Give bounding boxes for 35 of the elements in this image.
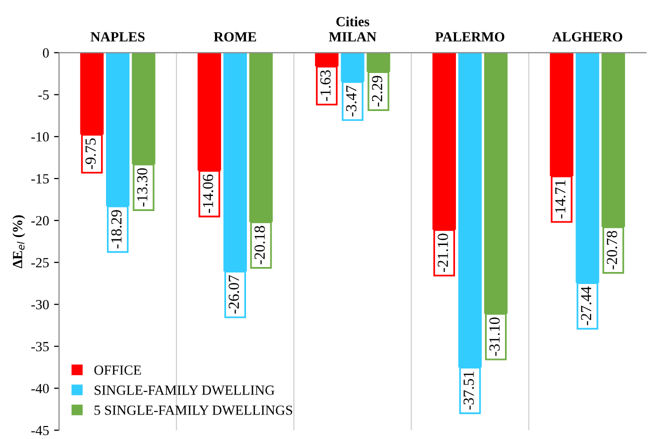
legend-label: 5 SINGLE-FAMILY DWELLINGS bbox=[94, 406, 292, 415]
data-label: -26.07 bbox=[228, 275, 240, 314]
data-label: -20.18 bbox=[254, 226, 265, 264]
data-label: -14.71 bbox=[555, 180, 566, 218]
data-label: -3.47 bbox=[346, 86, 356, 116]
y-axis-title: ΔE$_{el}$ (%) bbox=[12, 215, 26, 268]
y-tick-label: -40 bbox=[31, 384, 49, 394]
data-label: -27.44 bbox=[581, 286, 592, 326]
y-tick-label: -45 bbox=[31, 426, 49, 436]
data-label: -20.78 bbox=[606, 230, 618, 270]
legend-label: SINGLE-FAMILY DWELLING bbox=[94, 386, 274, 395]
x-tick-label: ROME bbox=[214, 32, 256, 42]
x-tick-label: MILAN bbox=[328, 32, 376, 42]
data-label: -1.63 bbox=[320, 70, 331, 101]
legend-label: OFFICE bbox=[94, 365, 141, 375]
y-tick-label: 0 bbox=[42, 48, 49, 58]
y-tick-label: -25 bbox=[31, 258, 49, 268]
y-tick-label: -5 bbox=[38, 90, 49, 100]
y-tick-label: -35 bbox=[31, 342, 49, 352]
y-tick-label: -10 bbox=[31, 132, 49, 142]
data-label: -2.29 bbox=[372, 76, 382, 107]
y-tick-label: -15 bbox=[31, 174, 49, 184]
data-label: -21.10 bbox=[438, 234, 448, 272]
data-label: -13.30 bbox=[137, 168, 148, 207]
y-tick-label: -20 bbox=[31, 216, 49, 226]
data-label: -37.51 bbox=[464, 372, 474, 410]
x-axis-title: Cities bbox=[336, 16, 370, 26]
data-label: -31.10 bbox=[489, 318, 500, 356]
x-tick-label: PALERMO bbox=[435, 32, 504, 42]
data-label: -14.06 bbox=[202, 174, 214, 213]
data-label: -9.75 bbox=[85, 138, 96, 170]
data-label: -18.29 bbox=[111, 210, 122, 248]
y-tick-label: -30 bbox=[31, 300, 49, 310]
x-tick-label: ALGHERO bbox=[552, 32, 622, 42]
x-tick-label: NAPLES bbox=[90, 32, 145, 42]
